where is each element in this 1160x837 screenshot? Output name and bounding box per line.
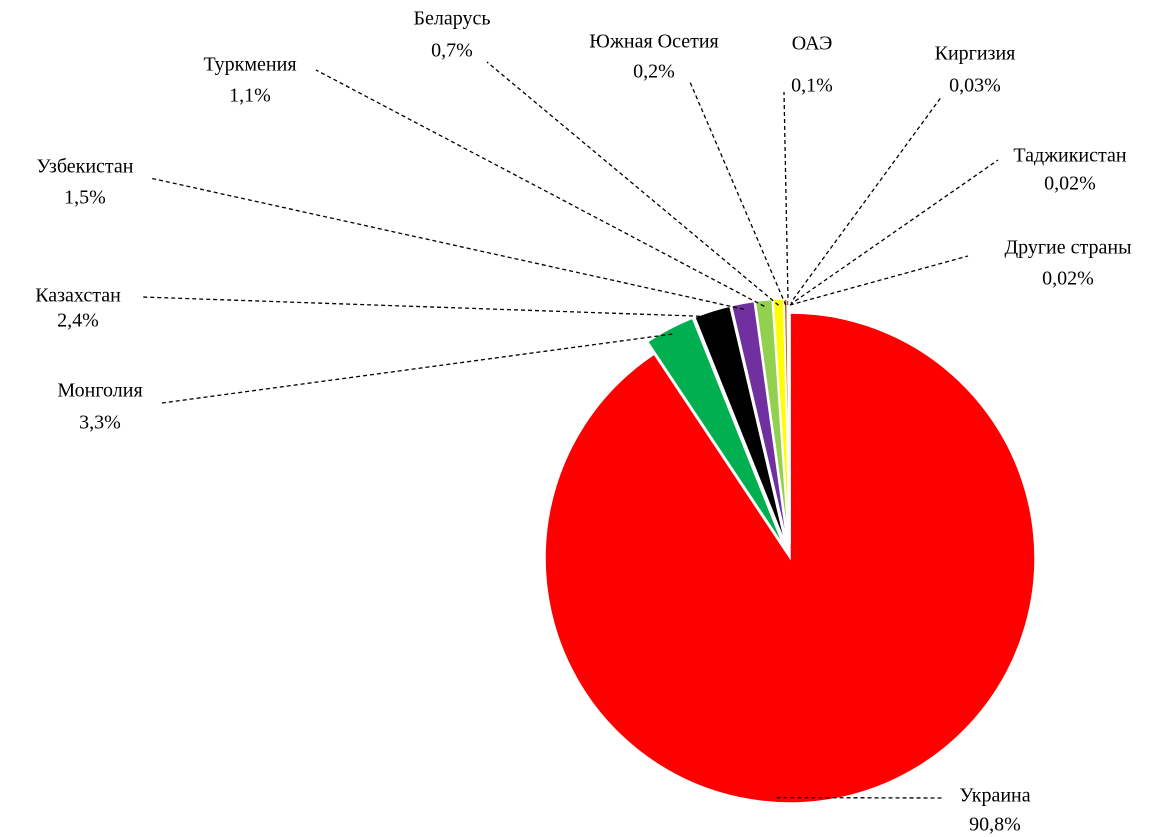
category-label: Монголия (57, 380, 142, 402)
category-label: Узбекистан (37, 156, 134, 178)
category-label: Киргизия (935, 43, 1016, 65)
value-label: 3,3% (79, 412, 121, 434)
leader-line (149, 177, 745, 310)
leader-line (689, 81, 787, 306)
leader-line (161, 333, 673, 404)
leader-line (783, 91, 789, 306)
value-label: 2,4% (57, 310, 99, 332)
pie-slice (730, 300, 789, 545)
category-label: Туркмения (203, 54, 296, 76)
pie-slice (544, 312, 1036, 804)
pie-slice (646, 317, 785, 547)
category-label: Таджикистан (1013, 145, 1126, 167)
leader-line (141, 296, 714, 318)
value-label: 90,8% (969, 814, 1021, 836)
value-label: 0,7% (431, 40, 473, 62)
category-label: Южная Осетия (589, 31, 718, 53)
value-label: 0,03% (949, 75, 1001, 97)
leader-line (486, 61, 779, 306)
category-label: Казахстан (35, 285, 121, 307)
category-label: Другие страны (1004, 237, 1131, 259)
leader-line (788, 95, 943, 306)
category-label: Беларусь (414, 8, 491, 30)
leader-line (789, 159, 999, 306)
value-label: 0,02% (1044, 173, 1096, 195)
value-label: 0,2% (633, 61, 675, 83)
value-label: 0,1% (791, 75, 833, 97)
category-label: Украина (959, 785, 1030, 807)
value-label: 0,02% (1042, 268, 1094, 290)
leader-line (315, 69, 765, 307)
leader-line (789, 255, 969, 306)
value-label: 1,1% (229, 85, 271, 107)
value-label: 1,5% (64, 187, 106, 209)
category-label: ОАЭ (792, 33, 833, 55)
